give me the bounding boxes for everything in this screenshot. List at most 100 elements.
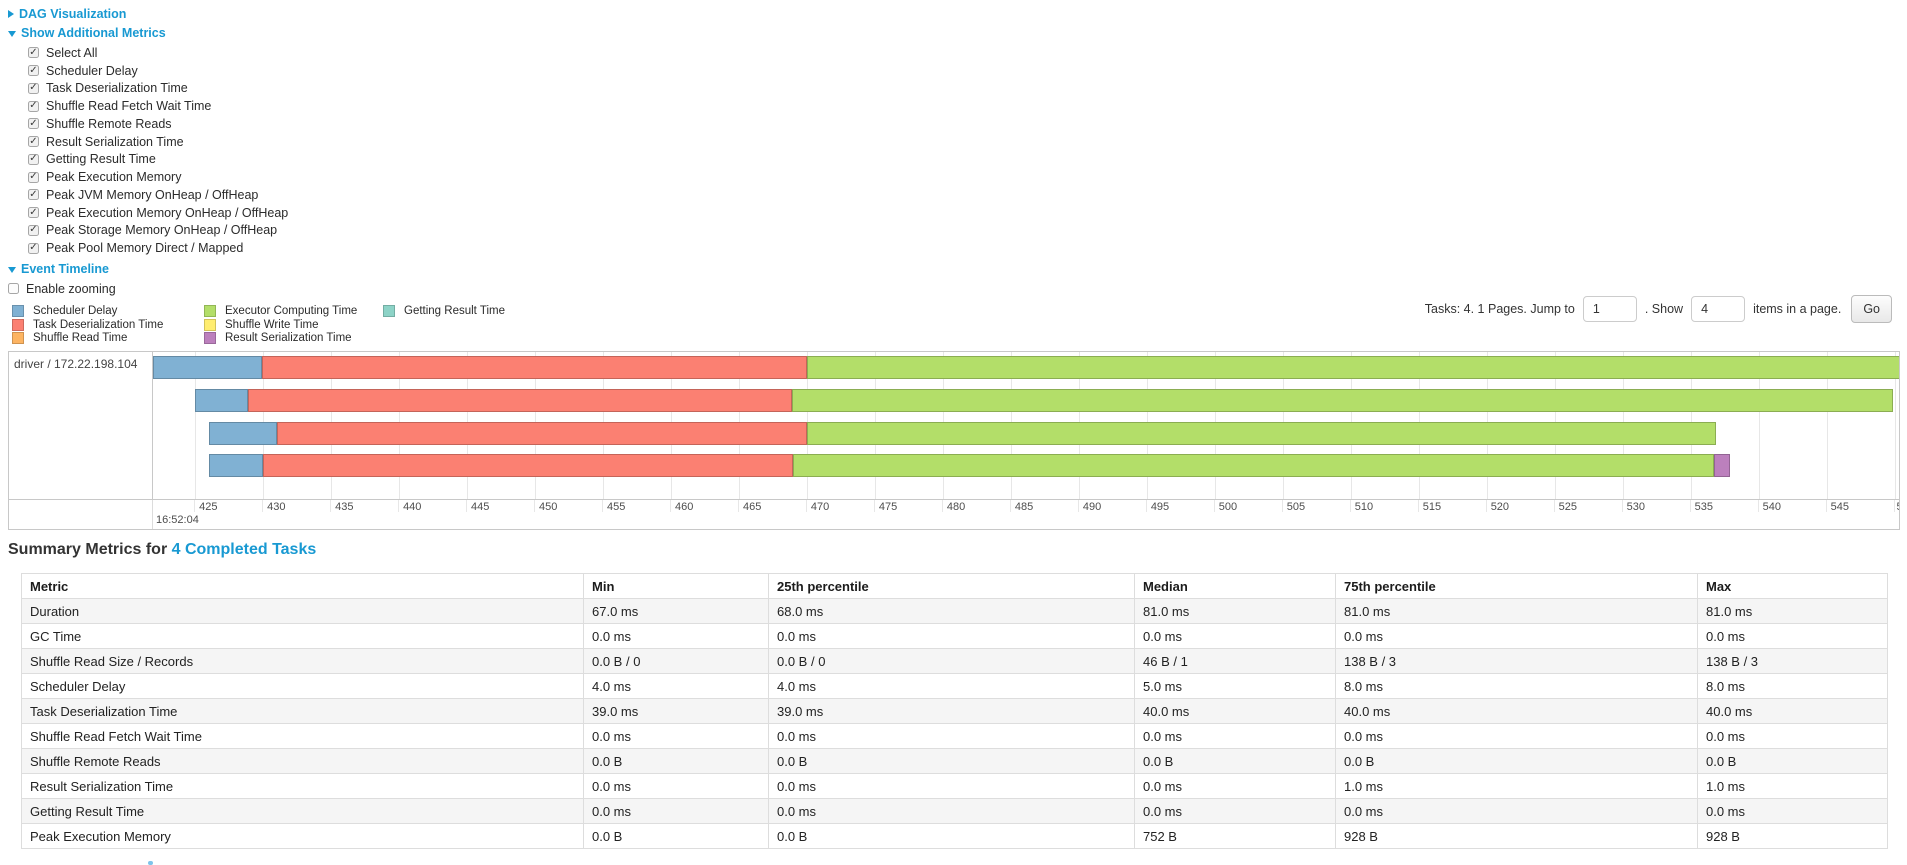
metric-checkbox[interactable]: ✓ bbox=[28, 64, 39, 77]
show-additional-metrics-link[interactable]: Show Additional Metrics bbox=[21, 25, 166, 40]
axis-tick-label: 495 bbox=[1150, 501, 1170, 513]
summary-metrics-table-wrap: Metric Min 25th percentile Median 75th perce… bbox=[21, 573, 1888, 849]
show-additional-metrics-toggle[interactable]: Show Additional Metrics bbox=[8, 25, 288, 40]
metric-value-cell: 8.0 ms bbox=[1697, 673, 1888, 699]
tick-mark bbox=[1689, 500, 1691, 512]
tick-mark bbox=[262, 500, 264, 512]
tick-mark bbox=[466, 500, 468, 512]
scheduler-delay-segment[interactable] bbox=[153, 356, 262, 379]
dag-visualization-link[interactable]: DAG Visualization bbox=[19, 6, 127, 21]
enable-zooming-label: Enable zooming bbox=[26, 281, 116, 296]
metric-checkbox-row: ✓ Peak Execution Memory bbox=[28, 168, 288, 186]
executor-computing-segment[interactable] bbox=[806, 356, 1899, 379]
metric-checkbox[interactable]: ✓ bbox=[28, 117, 39, 130]
executor-computing-segment[interactable] bbox=[793, 454, 1714, 477]
axis-tick-label: 500 bbox=[1218, 501, 1238, 513]
legend-column: Executor Computing Time Shuffle Write Tim… bbox=[204, 304, 383, 345]
metric-checkbox[interactable]: ✓ bbox=[28, 224, 39, 236]
tick-mark bbox=[1213, 500, 1215, 512]
event-timeline-toggle[interactable]: Event Timeline bbox=[8, 261, 288, 276]
task-bar[interactable] bbox=[153, 356, 1899, 379]
metric-value-cell: 1.0 ms bbox=[1697, 773, 1888, 799]
tick-mark bbox=[1009, 500, 1011, 512]
metric-checkbox[interactable]: ✓ bbox=[28, 206, 39, 219]
go-button[interactable]: Go bbox=[1851, 295, 1892, 323]
metric-checkbox[interactable]: ✓ bbox=[28, 242, 39, 254]
legend-swatch-icon bbox=[204, 332, 216, 345]
executor-computing-segment[interactable] bbox=[791, 389, 1894, 412]
task-deserialization-segment[interactable] bbox=[248, 389, 792, 412]
metric-value-cell: 81.0 ms bbox=[1335, 598, 1698, 624]
table-row: Shuffle Read Size / Records 0.0 B / 0 0.0 … bbox=[21, 648, 1888, 674]
metric-checkbox[interactable]: ✓ bbox=[28, 188, 39, 201]
table-header-row: Metric Min 25th percentile Median 75th perce… bbox=[21, 573, 1888, 599]
metric-value-cell: 0.0 ms bbox=[1134, 798, 1336, 824]
completed-tasks-link[interactable]: 4 Completed Tasks bbox=[171, 541, 317, 558]
metric-checkbox[interactable]: ✓ bbox=[28, 100, 39, 112]
legend-item: Task Deserialization Time bbox=[12, 318, 204, 332]
metric-value-cell: 0.0 ms bbox=[1134, 623, 1336, 649]
executor-computing-segment[interactable] bbox=[806, 421, 1717, 445]
column-header: Min bbox=[583, 573, 769, 599]
metric-checkbox[interactable]: ✓ bbox=[28, 171, 39, 183]
task-bar[interactable] bbox=[153, 389, 1899, 412]
collapsed-caret-icon bbox=[8, 9, 14, 18]
metric-value-cell: 0.0 B / 0 bbox=[768, 648, 1135, 674]
axis-tick-label: 480 bbox=[946, 501, 966, 513]
metric-checkbox-row: ✓ Getting Result Time bbox=[28, 151, 288, 169]
enable-zooming-checkbox[interactable] bbox=[8, 283, 19, 295]
axis-tick-label: 545 bbox=[1830, 501, 1849, 513]
scheduler-delay-segment[interactable] bbox=[208, 421, 277, 445]
tick-mark bbox=[602, 500, 603, 512]
legend-swatch-icon bbox=[204, 318, 216, 331]
axis-tick-label: 465 bbox=[742, 501, 762, 513]
metric-checkbox-row: ✓ Shuffle Read Fetch Wait Time bbox=[28, 97, 288, 115]
task-bar[interactable] bbox=[153, 421, 1899, 445]
metric-checkbox-label: Result Serialization Time bbox=[46, 134, 184, 149]
metric-checkbox-row: ✓ Select All bbox=[28, 44, 288, 62]
tick-mark bbox=[1485, 500, 1487, 512]
metric-checkbox[interactable]: ✓ bbox=[28, 153, 39, 165]
legend-item: Shuffle Read Time bbox=[12, 331, 204, 345]
task-deserialization-segment[interactable] bbox=[261, 356, 807, 379]
axis-tick-label: 530 bbox=[1626, 501, 1645, 513]
scheduler-delay-segment[interactable] bbox=[195, 389, 249, 412]
tick-mark bbox=[1621, 500, 1623, 512]
task-deserialization-segment[interactable] bbox=[263, 454, 794, 477]
metric-value-cell: 4.0 ms bbox=[583, 673, 769, 699]
tick-mark bbox=[1825, 500, 1827, 512]
metric-checkbox-label: Peak Execution Memory OnHeap / OffHeap bbox=[46, 205, 289, 220]
metric-name-cell: Shuffle Read Fetch Wait Time bbox=[21, 723, 584, 749]
metric-checkbox[interactable]: ✓ bbox=[28, 46, 39, 59]
expanded-caret-icon bbox=[8, 266, 16, 273]
result-serialization-segment[interactable] bbox=[1713, 454, 1731, 477]
event-timeline-chart: driver / 172.22.198.104 425 430 435 440 445 4… bbox=[8, 351, 1900, 530]
metric-value-cell: 0.0 ms bbox=[583, 798, 769, 824]
metric-value-cell: 0.0 B bbox=[583, 823, 769, 849]
axis-divider bbox=[152, 500, 153, 529]
metric-checkbox-label: Shuffle Remote Reads bbox=[46, 116, 172, 131]
jump-to-page-input[interactable] bbox=[1582, 296, 1637, 322]
tick-mark bbox=[873, 500, 875, 512]
metric-value-cell: 0.0 ms bbox=[1697, 723, 1888, 749]
dag-visualization-toggle[interactable]: DAG Visualization bbox=[8, 6, 288, 21]
items-per-page-input[interactable] bbox=[1691, 296, 1746, 322]
scheduler-delay-segment[interactable] bbox=[208, 454, 264, 477]
pagination-prefix-text: Tasks: 4. 1 Pages. Jump to bbox=[1424, 302, 1575, 316]
legend-swatch-icon bbox=[12, 304, 24, 317]
legend-label: Shuffle Read Time bbox=[33, 332, 128, 345]
metric-checkbox[interactable]: ✓ bbox=[28, 135, 39, 148]
metric-value-cell: 0.0 ms bbox=[1134, 773, 1336, 799]
metric-checkbox[interactable]: ✓ bbox=[28, 82, 39, 94]
metric-value-cell: 0.0 ms bbox=[583, 623, 769, 649]
gridline bbox=[195, 352, 197, 499]
event-timeline-link[interactable]: Event Timeline bbox=[21, 261, 109, 276]
tick-mark bbox=[669, 500, 671, 512]
task-bar[interactable] bbox=[153, 454, 1899, 477]
axis-tick-label: 540 bbox=[1762, 501, 1781, 513]
task-deserialization-segment[interactable] bbox=[276, 421, 807, 445]
table-row: Shuffle Remote Reads 0.0 B 0.0 B 0.0 B 0.0 B… bbox=[21, 748, 1888, 774]
legend-item: Shuffle Write Time bbox=[204, 318, 383, 332]
table-row: Task Deserialization Time 39.0 ms 39.0 ms 4… bbox=[21, 698, 1888, 724]
tick-mark bbox=[1145, 500, 1147, 512]
